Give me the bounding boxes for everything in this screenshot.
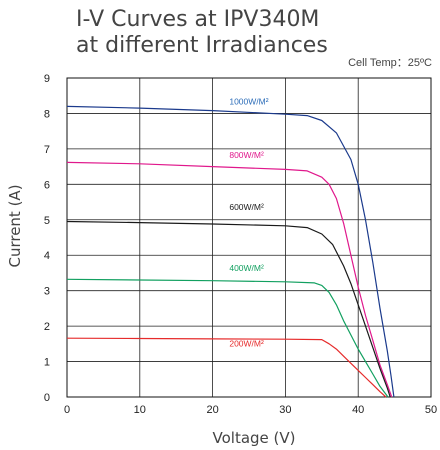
- plot-frame: [66, 77, 432, 398]
- x-tick-label: 40: [352, 404, 364, 416]
- y-tick-label: 0: [44, 392, 50, 404]
- series-label: 1000W/M²: [229, 97, 268, 107]
- y-axis-label: Current (A): [6, 184, 24, 267]
- x-tick-label: 0: [64, 404, 70, 416]
- chart-title-line-2: at different Irradiances: [76, 33, 328, 58]
- series-line: [66, 105, 395, 398]
- series-label: 800W/M²: [229, 150, 264, 160]
- y-tick-label: 6: [44, 179, 50, 191]
- y-tick-label: 3: [44, 286, 50, 298]
- y-tick-label: 8: [44, 108, 50, 120]
- series-line: [66, 278, 389, 398]
- series-label: 400W/M²: [229, 263, 264, 273]
- series-lines: [66, 105, 395, 398]
- chart-title-line-1: I-V Curves at IPV340M: [76, 7, 319, 32]
- grid: [66, 77, 432, 398]
- series-label: 600W/M²: [229, 202, 264, 212]
- y-tick-label: 9: [44, 73, 50, 85]
- y-tick-label: 5: [44, 215, 50, 227]
- x-tick-label: 30: [279, 404, 291, 416]
- x-axis-label: Voltage (V): [213, 429, 296, 447]
- cell-temperature-note: Cell Temp：25ºC: [348, 57, 432, 69]
- y-tick-label: 4: [44, 250, 50, 262]
- series-line: [66, 161, 393, 398]
- series-line: [66, 220, 391, 398]
- series-labels: 1000W/M² 800W/M² 600W/M² 400W/M² 200W/M²: [229, 97, 268, 349]
- y-tick-label: 7: [44, 144, 50, 156]
- y-axis-ticks: 0 1 2 3 4 5 6 7 8 9: [44, 73, 50, 404]
- series-label: 200W/M²: [229, 338, 264, 348]
- y-tick-label: 1: [44, 357, 50, 369]
- series-line: [66, 337, 387, 398]
- y-tick-label: 2: [44, 321, 50, 333]
- x-axis-ticks: 0 10 20 30 40 50: [64, 404, 437, 416]
- x-tick-label: 10: [134, 404, 146, 416]
- x-tick-label: 20: [206, 404, 218, 416]
- x-tick-label: 50: [425, 404, 437, 416]
